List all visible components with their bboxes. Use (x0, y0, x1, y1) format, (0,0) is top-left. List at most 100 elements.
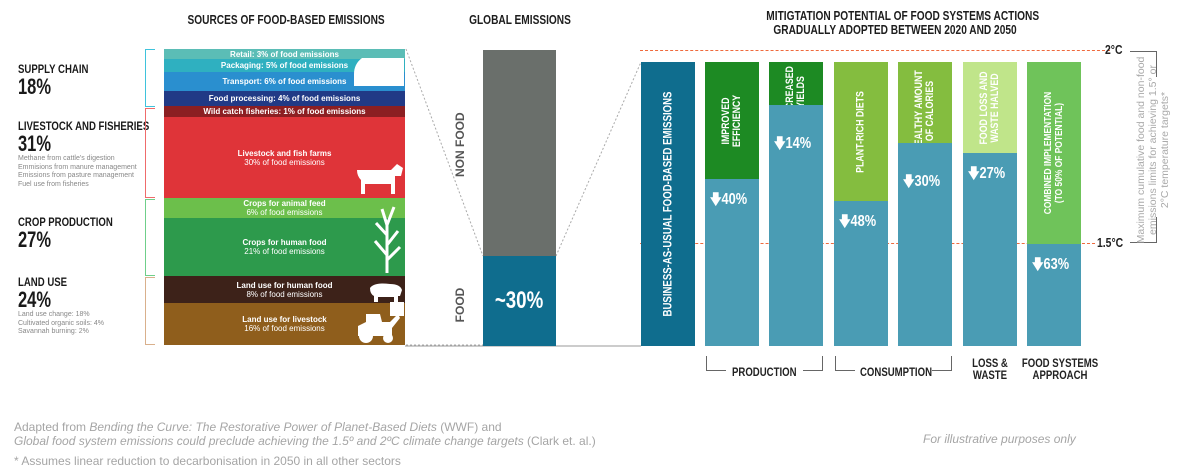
reduction-value: 🡇27% (968, 163, 1005, 187)
segment-retail: Retail: 3% of food emissions (164, 49, 405, 59)
remaining-segment: 🡇48% (834, 201, 888, 346)
segment-sublabel: 30% of food emissions (244, 157, 325, 167)
bracket-livestock (145, 108, 155, 198)
action-label: FOOD LOSS AND WASTE HALVED (978, 70, 1001, 145)
action-label: IMPROVED EFFICIENCY (720, 94, 743, 147)
food-share-value: ~30% (495, 287, 544, 314)
remaining-segment: 🡇27% (963, 153, 1017, 346)
action-label: PLANT-RICH DIETS (854, 90, 867, 173)
temperature-side-note: Maximum cumulative food and non-food emi… (1135, 56, 1171, 244)
source-line-2: Global food system emissions could precl… (14, 434, 596, 448)
mitigation-title-line1: MITIGTATION POTENTIAL OF FOOD SYSTEMS AC… (766, 8, 1040, 23)
segment-wild-catch: Wild catch fisheries: 1% of food emissio… (164, 106, 405, 117)
category-percent: 18% (18, 74, 52, 99)
temperature-bracket-vline-top (1156, 51, 1157, 77)
category-percent: 27% (18, 227, 52, 252)
group-label-loss-waste: LOSS & WASTE (972, 356, 1008, 382)
mitigation-title-line2: GRADUALLY ADOPTED BETWEEN 2020 AND 2050 (773, 22, 1017, 37)
action-label: COMBINED IMPLEMENTATION (TO 50% OF POTEN… (1042, 91, 1065, 215)
category-name: CROP PRODUCTION (18, 215, 113, 229)
segment-land-human-food: Land use for human food 8% of food emissi… (164, 276, 405, 303)
remaining-segment: 🡇40% (705, 179, 759, 346)
global-emissions-title: GLOBAL EMISSIONS (469, 12, 571, 27)
bar-combined-implementation: COMBINED IMPLEMENTATION (TO 50% OF POTEN… (1027, 62, 1081, 346)
bar-plant-rich-diets: PLANT-RICH DIETS 🡇48% (834, 62, 888, 346)
down-arrow-icon: 🡇 (1032, 256, 1044, 272)
segment-label: Transport: 6% of food emissions (222, 77, 347, 86)
reduction-segment: PLANT-RICH DIETS (834, 62, 888, 201)
segment-transport: Transport: 6% of food emissions (164, 72, 405, 91)
category-percent: 24% (18, 287, 52, 312)
wheat-icon (373, 206, 402, 273)
sources-title: SOURCES OF FOOD-BASED EMISSIONS (187, 12, 385, 27)
down-arrow-icon: 🡇 (774, 135, 786, 151)
remaining-segment: 🡇63% (1027, 244, 1081, 346)
reduction-segment: IMPROVED EFFICIENCY (705, 62, 759, 179)
global-bar-food: ~30% (483, 256, 556, 346)
segment-food-processing: Food processing: 4% of food emissions (164, 91, 405, 106)
nonfood-label: NON FOOD (453, 112, 467, 177)
down-arrow-icon: 🡇 (968, 165, 980, 181)
segment-label: Land use for livestock (242, 315, 327, 324)
reduction-value: 🡇40% (710, 189, 747, 213)
category-name: SUPPLY CHAIN (18, 62, 89, 76)
segment-sublabel: 8% of food emissions (246, 289, 323, 299)
bracket-supply-chain (145, 49, 155, 107)
reduction-value: 🡇14% (774, 133, 811, 157)
illustrative-note: For illustrative purposes only (923, 432, 1076, 446)
bracket-land-use (145, 277, 155, 345)
food-label: FOOD (453, 287, 467, 323)
category-note: Fuel use from fisheries (18, 180, 89, 188)
segment-sublabel: 16% of food emissions (244, 324, 325, 333)
truck-icon (354, 58, 404, 86)
category-note: Emissions from pasture management (18, 172, 134, 179)
reduction-segment: HEALTHY AMOUNT OF CALORIES (898, 62, 952, 151)
bau-bar: BUSINESS-AS-USUAL FOOD-BASED EMISSIONS (641, 62, 695, 346)
label-2c: 2°C (1105, 42, 1123, 57)
global-bar-nonfood (483, 50, 556, 256)
remaining-segment: 🡇30% (898, 143, 952, 346)
segment-packaging: Packaging: 5% of food emissions (164, 59, 405, 72)
temperature-bracket-vline-bottom (1156, 217, 1157, 243)
segment-label: Packaging: 5% of food emissions (220, 61, 349, 70)
reduction-segment: FOOD LOSS AND WASTE HALVED (963, 62, 1017, 153)
reduction-value: 🡇30% (903, 171, 940, 195)
bau-label: BUSINESS-AS-USUAL FOOD-BASED EMISSIONS (660, 91, 675, 317)
bar-food-loss-waste: FOOD LOSS AND WASTE HALVED 🡇27% (963, 62, 1017, 346)
segment-label: Wild catch fisheries: 1% of food emissio… (203, 107, 366, 116)
remaining-segment: 🡇14% (769, 105, 823, 346)
connector-lines (405, 48, 642, 347)
category-name: LAND USE (18, 275, 68, 289)
segment-label: Crops for human food (242, 238, 327, 247)
group-bracket-consumption-right (932, 356, 952, 371)
segment-crops-animal-feed: Crops for animal feed 6% of food emission… (164, 198, 405, 218)
pig-icon (370, 283, 402, 302)
tractor-icon (358, 302, 404, 343)
action-label: HEALTHY AMOUNT OF CALORIES (913, 69, 936, 152)
down-arrow-icon: 🡇 (903, 173, 915, 189)
cow-icon (357, 164, 403, 194)
reduction-segment: INCREASED YIELDS (769, 62, 823, 118)
category-percent: 31% (18, 131, 52, 156)
bracket-crop (145, 199, 155, 276)
bar-improved-efficiency: IMPROVED EFFICIENCY 🡇40% (705, 62, 759, 346)
category-name: LIVESTOCK AND FISHERIES (18, 119, 150, 133)
line-2c (640, 50, 1110, 51)
category-note: Savannah burning: 2% (18, 328, 89, 335)
group-bracket-consumption-left (835, 356, 855, 371)
group-bracket-production-right (803, 356, 823, 371)
group-bracket-production-left (706, 356, 726, 371)
down-arrow-icon: 🡇 (839, 213, 851, 229)
category-note: Land use change: 18% (18, 311, 90, 318)
footnote: * Assumes linear reduction to decarbonis… (14, 454, 401, 468)
category-land-use: LAND USE 24% Land use change: 18% Cultiv… (18, 275, 104, 337)
group-label-production: PRODUCTION (732, 365, 797, 379)
segment-crops-human-food: Crops for human food 21% of food emission… (164, 218, 405, 276)
bar-increased-yields: INCREASED YIELDS 🡇14% (769, 62, 823, 346)
segment-sublabel: 6% of food emissions (246, 208, 323, 217)
group-label-food-systems: FOOD SYSTEMS APPROACH (1021, 356, 1099, 382)
source-line-1: Adapted from Bending the Curve: The Rest… (14, 420, 502, 434)
reduction-value: 🡇48% (839, 211, 876, 235)
segment-sublabel: 21% of food emissions (244, 247, 325, 256)
category-note: Methane from cattle's digestion (18, 155, 115, 162)
